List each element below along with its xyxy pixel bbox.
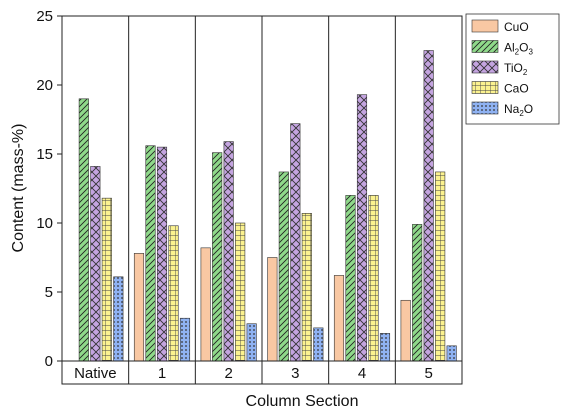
legend-swatch-pattern-al2o3 (472, 40, 498, 53)
y-tick-label: 15 (36, 146, 53, 163)
bar-cuo-1 (134, 253, 144, 361)
bar-pattern-al2o3-5 (412, 224, 422, 361)
bar-pattern-al2o3-2 (212, 152, 222, 361)
bar-pattern-cao-5 (435, 171, 445, 361)
legend-label-cao: CaO (504, 82, 529, 96)
bar-pattern-al2o3-3 (279, 171, 289, 361)
x-tick-label: 2 (224, 365, 232, 382)
legend-swatch-cuo (472, 20, 498, 32)
legend-swatch-outline-al2o3 (471, 40, 499, 53)
y-tick-label: 20 (36, 77, 53, 94)
legend-label-na2o: Na2O (504, 102, 533, 118)
y-tick-label: 0 (45, 353, 53, 370)
x-tick-label: Native (74, 365, 117, 382)
legend-label-tio2: TiO2 (504, 61, 528, 77)
bar-pattern-cao-3 (302, 213, 312, 361)
bar-pattern-na2o-3 (313, 327, 324, 361)
y-axis-title: Content (mass-%) (10, 124, 27, 253)
legend-swatch-outline-na2o (471, 101, 499, 115)
bar-cuo-5 (400, 300, 411, 361)
y-tick-label: 10 (36, 215, 53, 232)
legend: CuO Al2O3 TiO2 CaO Na2O (465, 13, 560, 125)
bar-pattern-cao-2 (235, 223, 245, 361)
bar-pattern-tio2-5 (423, 50, 434, 361)
legend-swatch-outline-cuo (471, 19, 499, 33)
legend-swatch-outline-cao (471, 81, 499, 94)
legend-label-al2o3: Al2O3 (504, 41, 533, 57)
legend-swatch-pattern-cao (472, 81, 498, 94)
y-tick-label: 5 (45, 284, 53, 301)
x-tick-label: 3 (291, 365, 299, 382)
bar-pattern-na2o-2 (246, 323, 257, 361)
bar-pattern-al2o3-1 (145, 145, 156, 361)
bar-cuo-2 (200, 247, 211, 361)
bar-pattern-tio2-4 (357, 94, 367, 361)
bar-pattern-al2o3-4 (345, 195, 356, 361)
bar-pattern-na2o-native (113, 276, 124, 361)
bar-pattern-cao-4 (368, 195, 379, 361)
bar-pattern-cao-native (102, 198, 112, 361)
axes: Native 1 2 3 4 5 0 5 10 15 20 25 (36, 8, 463, 385)
bar-pattern-na2o-5 (446, 345, 457, 361)
bar-cuo-4 (334, 275, 344, 361)
y-tick-label: 25 (36, 8, 53, 25)
plot-area (78, 50, 457, 362)
x-axis-title: Column Section (246, 393, 359, 410)
bar-pattern-tio2-1 (157, 147, 167, 361)
legend-swatch-outline-tio2 (471, 60, 499, 74)
x-tick-label: 4 (358, 365, 366, 382)
bar-pattern-na2o-1 (180, 318, 190, 361)
bar-cuo-3 (267, 257, 278, 361)
bar-pattern-na2o-4 (380, 333, 390, 361)
bar-pattern-al2o3-native (79, 98, 89, 362)
x-tick-label: 5 (424, 365, 432, 382)
bar-pattern-tio2-native (90, 166, 101, 361)
x-tick-label: 1 (158, 365, 166, 382)
bar-pattern-cao-1 (168, 225, 179, 361)
legend-swatch-pattern-na2o (472, 102, 498, 114)
bar-pattern-tio2-3 (290, 123, 301, 361)
legend-label-cuo: CuO (504, 20, 529, 34)
legend-swatch-pattern-tio2 (472, 61, 498, 73)
bar-pattern-tio2-2 (223, 141, 234, 361)
